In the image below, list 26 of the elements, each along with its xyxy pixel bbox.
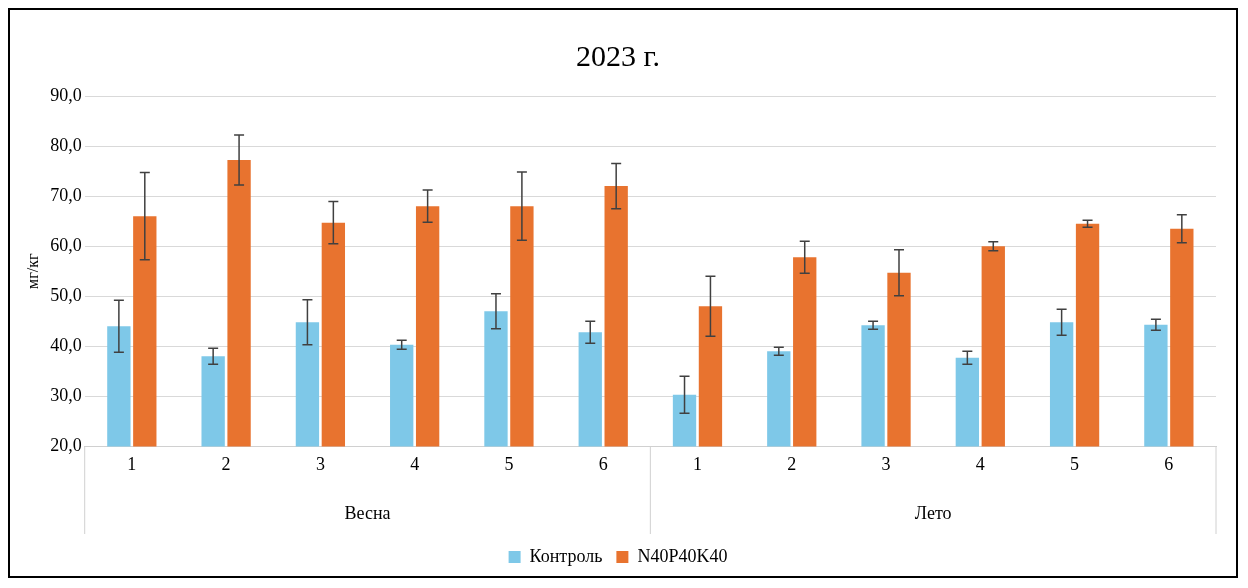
x-tick-label: 4 xyxy=(410,453,420,474)
x-tick-label: 4 xyxy=(975,453,985,474)
x-tick-label: 3 xyxy=(881,453,891,474)
legend-label: N40P40K40 xyxy=(637,545,728,566)
chart-title: 2023 г. xyxy=(576,38,660,72)
y-tick-label: 80,0 xyxy=(50,134,82,155)
y-tick-label: 60,0 xyxy=(50,234,82,255)
x-tick-label: 2 xyxy=(787,453,797,474)
x-tick-label: 6 xyxy=(1164,453,1174,474)
y-tick-label: 40,0 xyxy=(50,335,82,356)
y-tick-label: 90,0 xyxy=(50,84,82,105)
x-tick-label: 2 xyxy=(221,453,231,474)
y-tick-label: 20,0 xyxy=(50,435,82,456)
x-tick-label: 1 xyxy=(692,453,702,474)
y-tick-label: 30,0 xyxy=(50,385,82,406)
y-axis-title: мг/кг xyxy=(23,253,41,289)
y-tick-label: 50,0 xyxy=(50,284,82,305)
x-tick-label: 5 xyxy=(504,453,514,474)
x-tick-label: 3 xyxy=(315,453,325,474)
y-tick-label: 70,0 xyxy=(50,184,82,205)
text: Весна xyxy=(344,502,391,523)
x-tick-label: 5 xyxy=(1070,453,1080,474)
x-tick-label: 6 xyxy=(598,453,608,474)
x-tick-label: 1 xyxy=(127,453,137,474)
text: Лето xyxy=(914,502,952,523)
legend-label: Контроль xyxy=(529,545,603,566)
